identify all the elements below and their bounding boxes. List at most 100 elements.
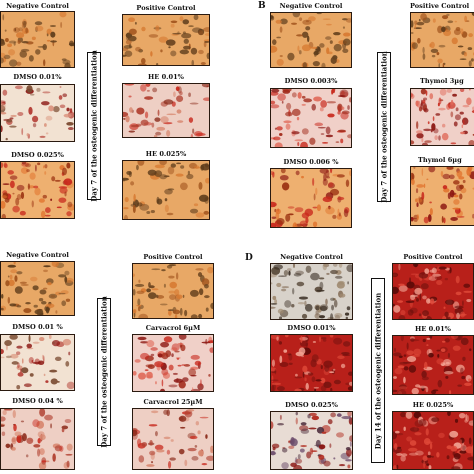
stained-nodule — [312, 221, 318, 227]
label-d-he-low: HE 0.01% — [415, 325, 451, 333]
stained-nodule — [342, 38, 351, 46]
stained-nodule — [45, 132, 49, 135]
stained-nodule — [299, 425, 309, 432]
stained-nodule — [47, 282, 52, 286]
stained-nodule — [123, 117, 126, 120]
stained-nodule — [393, 286, 399, 295]
stained-nodule — [315, 305, 320, 311]
stained-nodule — [144, 369, 149, 371]
stained-nodule — [414, 432, 422, 436]
stained-nodule — [463, 283, 471, 288]
stained-nodule — [460, 444, 467, 452]
stained-nodule — [151, 288, 159, 291]
stained-nodule — [292, 222, 298, 227]
stained-nodule — [319, 305, 328, 312]
stained-nodule — [400, 455, 406, 462]
micrograph-a-positive-control — [122, 14, 210, 66]
stained-nodule — [438, 44, 446, 48]
stained-nodule — [309, 137, 316, 145]
stained-nodule — [133, 309, 137, 314]
stained-nodule — [413, 217, 418, 222]
stained-nodule — [166, 264, 173, 269]
label-b-thymol-high: Thymol 6µg — [418, 156, 462, 164]
stained-nodule — [128, 130, 136, 133]
stained-nodule — [41, 354, 44, 360]
stained-nodule — [35, 25, 44, 32]
stained-nodule — [2, 409, 7, 416]
stained-nodule — [48, 293, 58, 299]
stained-nodule — [204, 41, 209, 43]
stained-nodule — [137, 336, 147, 341]
stained-nodule — [325, 36, 332, 40]
stained-nodule — [66, 443, 73, 451]
stained-nodule — [442, 62, 445, 67]
stained-nodule — [447, 271, 452, 274]
stained-nodule — [314, 388, 317, 391]
stained-nodule — [6, 119, 13, 123]
micrograph-d-dmso-high — [270, 411, 353, 470]
stained-nodule — [183, 364, 191, 367]
stained-nodule — [50, 423, 53, 429]
stained-nodule — [307, 414, 311, 419]
stained-nodule — [184, 459, 188, 467]
stained-nodule — [411, 20, 414, 28]
stained-nodule — [405, 300, 415, 303]
stained-nodule — [150, 353, 155, 357]
stained-nodule — [179, 415, 187, 422]
stained-nodule — [349, 170, 351, 176]
stained-nodule — [436, 358, 444, 365]
stained-nodule — [414, 419, 423, 427]
stained-nodule — [427, 121, 430, 125]
stained-nodule — [141, 442, 148, 447]
stained-nodule — [319, 107, 324, 112]
stained-nodule — [283, 349, 288, 353]
stained-nodule — [333, 43, 342, 52]
stained-nodule — [189, 289, 199, 297]
stained-nodule — [156, 449, 165, 453]
stained-nodule — [337, 208, 340, 216]
stained-nodule — [16, 434, 22, 443]
stained-nodule — [271, 302, 278, 305]
stained-nodule — [128, 95, 132, 98]
stained-nodule — [271, 216, 277, 219]
stained-nodule — [423, 460, 426, 469]
stained-nodule — [14, 286, 23, 294]
stained-nodule — [148, 292, 157, 299]
stained-nodule — [21, 162, 27, 165]
stained-nodule — [187, 447, 197, 452]
stained-nodule — [167, 460, 172, 469]
stained-nodule — [59, 104, 66, 109]
stained-nodule — [275, 19, 282, 24]
stained-nodule — [182, 31, 186, 35]
stained-nodule — [314, 54, 317, 57]
stained-nodule — [294, 376, 303, 379]
stained-nodule — [320, 364, 323, 370]
stained-nodule — [316, 289, 325, 292]
stained-nodule — [410, 294, 416, 300]
stained-nodule — [160, 116, 169, 124]
stained-nodule — [332, 368, 336, 371]
stained-nodule — [195, 268, 204, 271]
stained-nodule — [64, 270, 70, 276]
stained-nodule — [287, 206, 295, 209]
stained-nodule — [440, 203, 447, 210]
stained-nodule — [332, 264, 338, 267]
stained-nodule — [181, 363, 186, 367]
stained-nodule — [422, 99, 426, 104]
stained-nodule — [168, 46, 171, 49]
stained-nodule — [198, 30, 204, 36]
micrograph-a-dmso-high — [0, 161, 75, 219]
stained-nodule — [13, 27, 20, 33]
stained-nodule — [315, 379, 322, 382]
stained-nodule — [43, 373, 46, 377]
stained-nodule — [130, 124, 140, 128]
stained-nodule — [408, 365, 417, 373]
stained-nodule — [23, 383, 32, 388]
stained-nodule — [414, 20, 418, 25]
stained-nodule — [462, 104, 470, 108]
stained-nodule — [329, 371, 335, 373]
stained-nodule — [325, 298, 328, 306]
stained-nodule — [285, 213, 291, 222]
stained-nodule — [187, 409, 195, 412]
stained-nodule — [140, 58, 146, 64]
